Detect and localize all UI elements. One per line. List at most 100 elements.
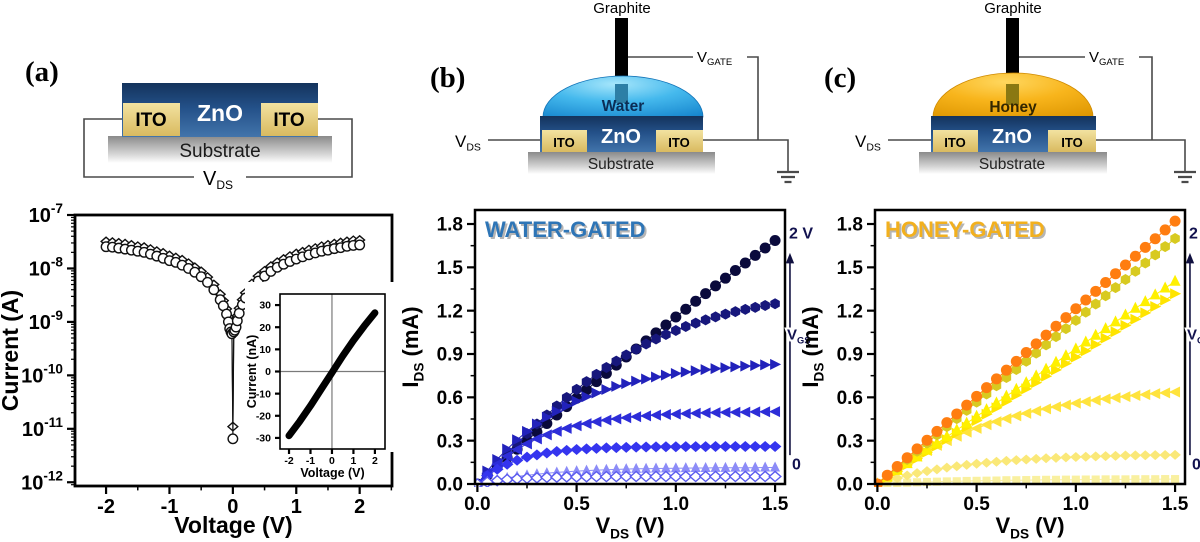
y-tick-label: 10-9 — [29, 308, 64, 334]
y-tick-label: 30 — [259, 300, 271, 312]
x-tick-label: -2 — [284, 455, 293, 467]
zno-label: ZnO — [197, 100, 243, 126]
graphite-rod-tip — [615, 84, 628, 103]
y-tick-label: 1.2 — [437, 301, 463, 322]
substrate-label: Substrate — [588, 156, 654, 173]
water-label: Water — [602, 98, 645, 115]
x-tick-label: 1.0 — [663, 494, 689, 515]
x-tick-label: -1 — [306, 455, 315, 467]
series-iv-linear — [285, 309, 379, 440]
graphite-rod — [1006, 18, 1019, 84]
plot-frame — [473, 208, 787, 486]
y-tick-label: -30 — [256, 433, 271, 445]
graphite-label: Graphite — [593, 0, 651, 17]
y-tick-label: 0.9 — [837, 345, 863, 366]
y-tick-label: 0.3 — [437, 431, 463, 452]
y-tick-label: 0.3 — [837, 431, 863, 452]
device-schematic-two-terminal: ZnO ITO ITO Substrate VDS — [83, 83, 353, 192]
vds-label: VDS — [855, 132, 881, 154]
substrate-label: Substrate — [179, 141, 260, 162]
y-tick-label: 10-8 — [29, 254, 64, 280]
ito-electrode-right — [1048, 130, 1096, 152]
y-tick-label: 10-7 — [29, 201, 63, 227]
chart-svg-water: 0.0 0.5 1.0 1.5 0.0 0.3 0.6 0.9 1.2 1.5 1.8 VDS (V)… — [398, 208, 813, 542]
panel-c-label: (c) — [824, 62, 857, 94]
y-axis-label: IDS (mA) — [398, 306, 427, 387]
y-tick-label: 10-10 — [21, 361, 63, 387]
plot-area — [285, 309, 379, 440]
graphite-rod-tip — [1006, 84, 1019, 105]
x-tick-label: 0.5 — [963, 494, 990, 515]
plot-area — [874, 215, 1182, 487]
substrate — [528, 152, 715, 174]
device-schematic-honey-gated: Graphite Honey ZnO ITO ITO Substrate VDS… — [855, 0, 1196, 184]
substrate-label: Substrate — [979, 156, 1045, 173]
x-tick-label: 2 — [354, 496, 365, 518]
y-tick-label: 1.8 — [437, 215, 463, 236]
vds-label: VDS — [455, 132, 481, 154]
plot-title-shadow: WATER-GATED — [487, 219, 648, 244]
substrate — [108, 136, 332, 163]
y-axis-label: Current (nA) — [245, 335, 259, 409]
series-VGS step 4 — [874, 274, 1181, 487]
x-tick-label: -2 — [97, 496, 115, 518]
ito-label-right: ITO — [273, 110, 304, 131]
chart-water-gated: 0.0 0.5 1.0 1.5 0.0 0.3 0.6 0.9 1.2 1.5 1.8 VDS (V)… — [398, 195, 813, 542]
annotation: 0 — [792, 457, 801, 474]
y-tick-label: 10 — [259, 344, 271, 356]
ito-electrode-right — [261, 103, 318, 136]
y-tick-label: 0.6 — [437, 388, 463, 409]
x-axis-label: VDS (V) — [595, 513, 664, 542]
vds-wire — [83, 118, 353, 178]
ito-label-left: ITO — [944, 135, 965, 150]
y-tick-label: 1.5 — [437, 258, 464, 279]
y-axis-label: Current (A) — [0, 290, 23, 411]
y-tick-label: 0 — [265, 366, 271, 378]
ground-icon — [777, 170, 799, 184]
x-tick-label: 1.5 — [762, 494, 789, 515]
honey-label: Honey — [989, 99, 1037, 116]
vgs-arrow — [1185, 252, 1195, 456]
y-tick-label: 1.2 — [837, 301, 863, 322]
device-schematic-water-gated: Graphite Water ZnO ITO ITO Substrate VDS… — [455, 0, 799, 184]
vgs-arrow — [785, 252, 795, 456]
ito-label-right: ITO — [1061, 135, 1082, 150]
substrate — [919, 152, 1107, 174]
plot-frame — [873, 208, 1187, 486]
x-axis-label: Voltage (V) — [300, 466, 364, 480]
y-tick-label: 20 — [259, 322, 271, 334]
panel-b-label: (b) — [430, 62, 466, 94]
x-tick-label: 0 — [227, 496, 238, 518]
axis-ticks: 0.0 0.5 1.0 1.5 0.0 0.3 0.6 0.9 1.2 1.5 1.8 — [437, 215, 789, 515]
zno-label: ZnO — [992, 126, 1032, 148]
series-VGS = 0 — [874, 475, 1180, 487]
y-tick-label: 0.0 — [837, 475, 863, 496]
x-tick-label: 0.5 — [563, 494, 590, 515]
y-tick-label: 0.9 — [437, 345, 463, 366]
x-tick-label: 0.0 — [464, 494, 490, 515]
ito-label-right: ITO — [668, 135, 689, 150]
ground-icon — [1174, 170, 1196, 184]
ito-label-left: ITO — [135, 110, 166, 131]
axis-ticks: 0.0 0.5 1.0 1.5 0.0 0.3 0.6 0.9 1.2 1.5 1.8 — [837, 215, 1189, 515]
x-axis-label: VDS (V) — [995, 513, 1064, 542]
ito-label-left: ITO — [553, 135, 574, 150]
vgate-label: VGATE — [1089, 49, 1124, 68]
plot-title-shadow: HONEY-GATED — [887, 219, 1047, 244]
x-tick-label: 0 — [329, 455, 335, 467]
x-tick-label: 1.0 — [1063, 494, 1089, 515]
y-tick-label: 1.8 — [837, 215, 863, 236]
zno-label: ZnO — [601, 126, 641, 148]
plot-area — [474, 234, 782, 487]
ito-electrode-left — [933, 130, 978, 152]
series-iv-sweep-lower — [100, 239, 366, 445]
vgate-wire — [1019, 56, 1186, 171]
series-VGS = 0 — [474, 470, 782, 487]
y-tick-label: 10-11 — [22, 415, 64, 441]
x-axis-label: Voltage (V) — [174, 512, 292, 538]
x-tick-label: 1 — [291, 496, 302, 518]
series-VGS step 4 — [474, 358, 782, 487]
